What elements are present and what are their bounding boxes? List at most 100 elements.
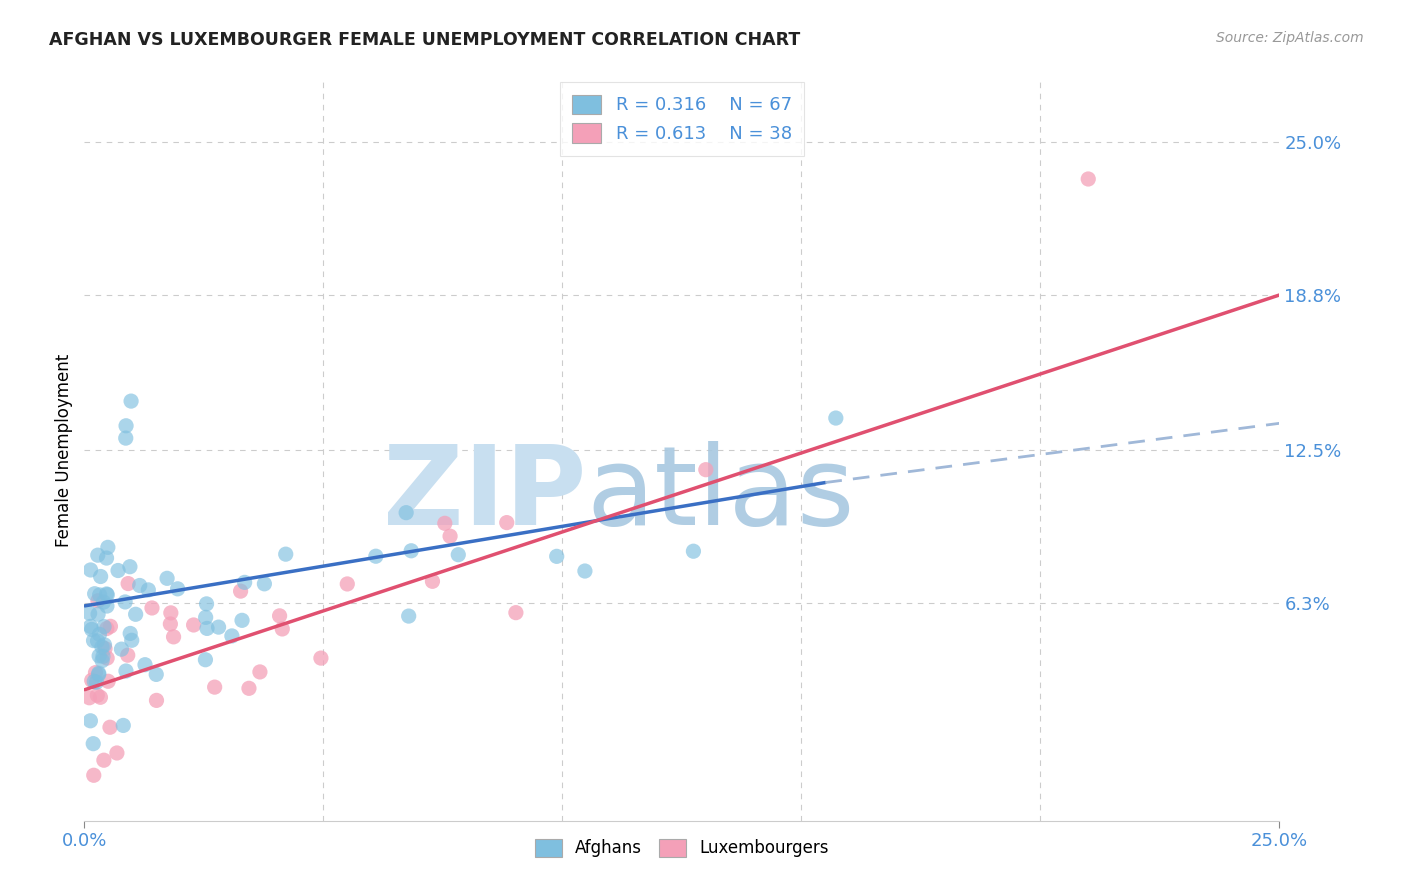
Point (229, 584, 252, 599)
Point (195, 621, 218, 635)
Point (207, 620, 229, 634)
Point (93, 753, 115, 767)
Point (238, 681, 260, 696)
Point (83, 768, 105, 782)
Point (271, 622, 294, 636)
Point (249, 665, 271, 679)
Point (115, 664, 138, 678)
Point (110, 642, 132, 657)
Point (233, 575, 256, 590)
Point (87, 593, 110, 607)
Point (79, 619, 101, 633)
Point (84, 665, 107, 680)
Point (89, 588, 111, 602)
Point (433, 516, 456, 531)
Text: atlas: atlas (586, 442, 855, 549)
Point (422, 574, 444, 589)
Point (145, 667, 167, 681)
Point (89, 648, 111, 663)
Point (79, 714, 101, 728)
Point (121, 633, 143, 648)
Point (82, 737, 104, 751)
Point (98, 720, 121, 734)
Point (120, 626, 142, 640)
Point (194, 653, 217, 667)
Point (87, 548, 110, 562)
Point (309, 651, 332, 665)
Point (399, 543, 422, 558)
Point (90, 640, 112, 654)
Point (274, 547, 297, 561)
Point (96, 599, 118, 613)
Point (204, 680, 226, 694)
Point (79, 690, 101, 705)
Point (160, 606, 183, 620)
Point (231, 613, 253, 627)
Point (93, 638, 115, 652)
Point (145, 693, 167, 707)
Point (96, 622, 118, 636)
Point (141, 601, 163, 615)
Point (364, 549, 387, 564)
Point (96, 588, 118, 602)
Point (91, 649, 114, 664)
Point (79, 563, 101, 577)
Text: Source: ZipAtlas.com: Source: ZipAtlas.com (1216, 31, 1364, 45)
Point (166, 582, 188, 596)
Point (439, 529, 461, 543)
Point (94, 641, 117, 656)
Point (682, 544, 704, 558)
Point (115, 418, 138, 433)
Point (183, 618, 205, 632)
Point (574, 564, 596, 578)
Point (505, 606, 527, 620)
Point (86, 633, 108, 648)
Text: AFGHAN VS LUXEMBOURGER FEMALE UNEMPLOYMENT CORRELATION CHART: AFGHAN VS LUXEMBOURGER FEMALE UNEMPLOYME… (49, 31, 800, 49)
Point (100, 619, 122, 633)
Point (269, 608, 291, 623)
Point (162, 630, 184, 644)
Point (107, 564, 129, 578)
Point (79, 607, 101, 621)
Point (87, 667, 110, 681)
Point (112, 718, 135, 732)
Point (117, 648, 139, 663)
Point (824, 411, 846, 425)
Point (105, 746, 128, 760)
Point (89, 690, 111, 705)
Point (124, 607, 146, 622)
Point (93, 595, 115, 609)
Point (90, 569, 112, 583)
Point (495, 516, 517, 530)
Legend: Afghans, Luxembourgers: Afghans, Luxembourgers (529, 832, 835, 864)
Point (118, 559, 141, 574)
Point (336, 577, 359, 591)
Point (695, 463, 717, 477)
Point (134, 657, 156, 672)
Point (1077, 172, 1099, 186)
Point (114, 595, 136, 609)
Point (80, 673, 103, 688)
Point (395, 506, 418, 520)
Point (195, 597, 218, 611)
Point (83, 633, 105, 648)
Point (447, 548, 470, 562)
Point (89, 627, 111, 641)
Point (194, 610, 217, 624)
Point (136, 582, 159, 597)
Point (221, 629, 243, 643)
Point (159, 617, 181, 632)
Point (83, 674, 105, 689)
Point (83, 587, 105, 601)
Point (87, 607, 110, 622)
Point (96, 651, 118, 665)
Point (93, 620, 115, 634)
Point (128, 578, 150, 592)
Point (156, 571, 179, 585)
Point (117, 576, 139, 591)
Y-axis label: Female Unemployment: Female Unemployment (55, 354, 73, 547)
Text: ZIP: ZIP (382, 442, 586, 549)
Point (96, 587, 118, 601)
Point (546, 549, 568, 564)
Point (97, 674, 120, 689)
